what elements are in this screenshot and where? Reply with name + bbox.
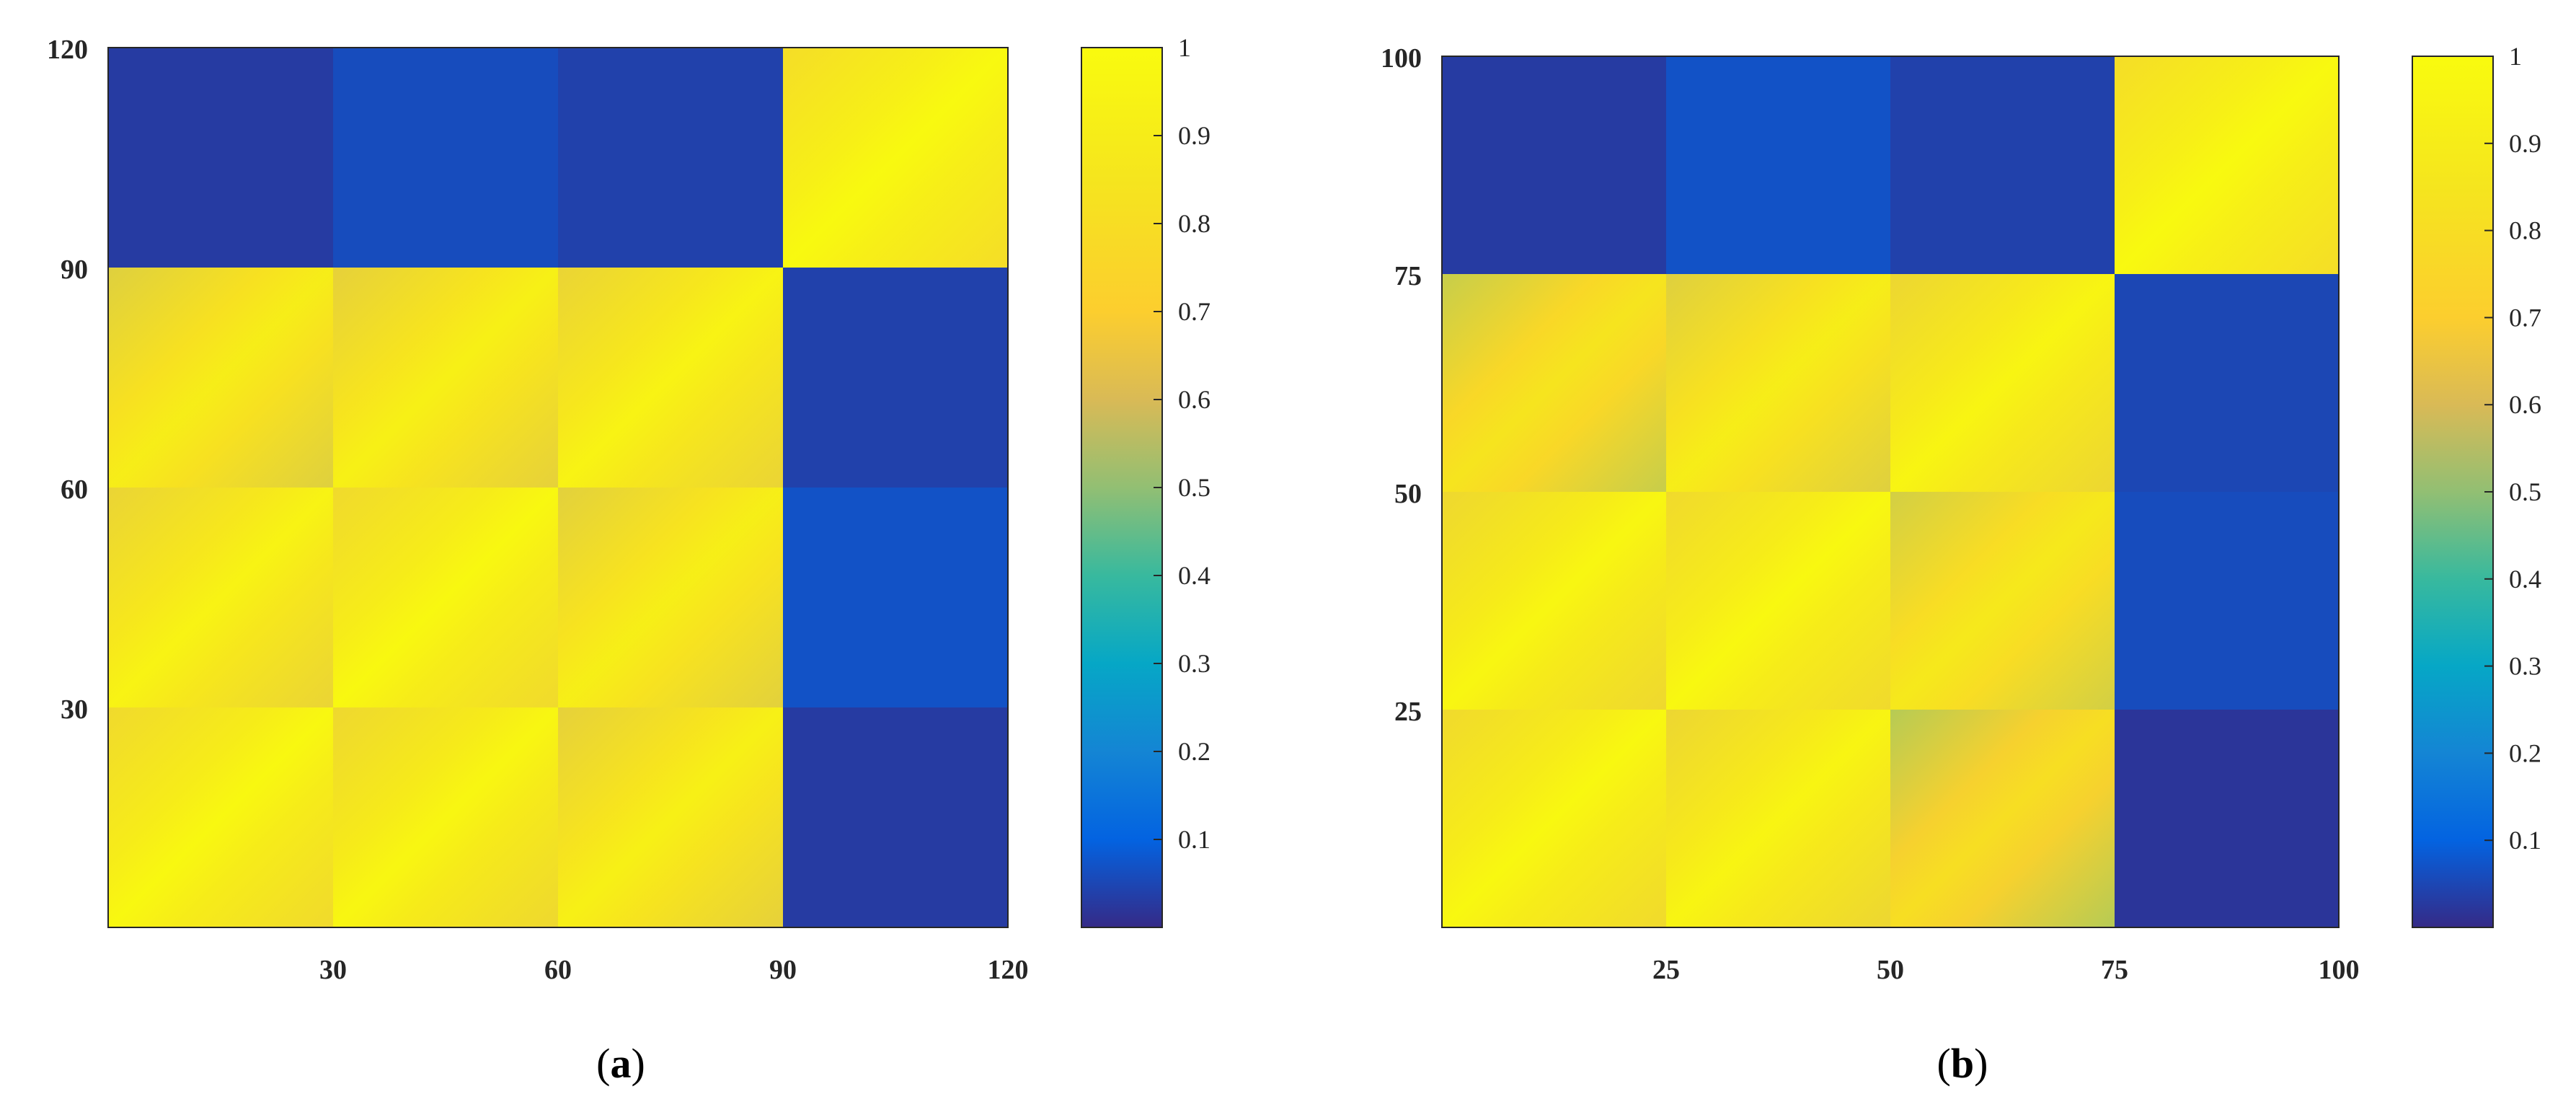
colorbar-tick-label: 0.9 xyxy=(2509,129,2541,158)
heatmap-cell-shading xyxy=(108,707,334,928)
colorbar-tick-label: 0.2 xyxy=(1178,737,1210,766)
heatmap-cell-shading xyxy=(108,488,334,708)
x-tick-label: 75 xyxy=(2101,955,2128,985)
colorbar-b-ticks: 0.1 0.2 0.3 0.4 0.5 0.6 0.7 0.8 0.9 1 xyxy=(2484,42,2541,855)
heatmap-cell xyxy=(108,48,334,268)
colorbar-tick-label: 0.8 xyxy=(2509,216,2541,245)
panel-b: 25 50 75 100 25 50 75 100 0.10.20.30.40.… xyxy=(1381,42,2541,1087)
heatmap-cell xyxy=(2115,274,2340,493)
colorbar-tick-label: 0.3 xyxy=(1178,649,1210,678)
heatmap-cell xyxy=(2115,492,2340,710)
heatmap-cell-shading xyxy=(1666,710,1891,928)
colorbar-tick-label: 0.4 xyxy=(2509,565,2541,594)
y-tick-label: 120 xyxy=(47,35,88,65)
heatmap-cell-shading xyxy=(1890,492,2115,710)
colorbar-tick-label: 0.7 xyxy=(1178,297,1210,326)
heatmap-a xyxy=(108,48,1009,928)
y-tick-label: 30 xyxy=(61,694,88,725)
heatmap-cell-shading xyxy=(2115,56,2340,275)
heatmap-cell xyxy=(333,48,559,268)
heatmap-cell xyxy=(783,268,1009,488)
colorbar-tick-label: 1 xyxy=(2509,42,2522,71)
x-tick-label: 50 xyxy=(1877,955,1904,985)
heatmap-cell-shading xyxy=(1442,710,1667,928)
colorbar-tick-label: 0.6 xyxy=(2509,390,2541,419)
heatmap-cell-shading xyxy=(1666,274,1891,493)
heatmap-cell-shading xyxy=(558,488,784,708)
heatmap-cell xyxy=(2115,710,2340,928)
heatmap-cell-shading xyxy=(558,268,784,488)
x-axis-b: 25 50 75 100 xyxy=(1652,955,2360,985)
colorbar-tick-label: 0.5 xyxy=(2509,477,2541,506)
colorbar-tick-label: 0.1 xyxy=(1178,825,1210,854)
y-axis-a: 30 60 90 120 xyxy=(47,35,88,725)
caption-a: (a) xyxy=(596,1040,645,1087)
x-tick-label: 120 xyxy=(988,955,1029,985)
colorbar-tick-label: 0.3 xyxy=(2509,652,2541,681)
heatmap-cell-shading xyxy=(108,268,334,488)
y-tick-label: 50 xyxy=(1394,479,1422,509)
y-axis-b: 25 50 75 100 xyxy=(1381,43,1422,727)
x-tick-label: 90 xyxy=(769,955,797,985)
colorbar-tick-label: 0.9 xyxy=(1178,121,1210,150)
heatmap-cell-shading xyxy=(333,707,559,928)
heatmap-cell xyxy=(1666,56,1891,275)
heatmap-cell-shading xyxy=(333,488,559,708)
colorbar-tick-label: 0.4 xyxy=(1178,561,1210,590)
heatmap-cell-shading xyxy=(1666,492,1891,710)
y-tick-label: 75 xyxy=(1394,261,1422,291)
y-tick-label: 90 xyxy=(61,255,88,285)
heatmap-b xyxy=(1442,56,2340,928)
heatmap-a-frame xyxy=(107,47,1009,928)
x-tick-label: 30 xyxy=(319,955,347,985)
x-tick-label: 60 xyxy=(544,955,572,985)
colorbar-tick-label: 0.6 xyxy=(1178,385,1210,414)
heatmap-cell xyxy=(1890,56,2115,275)
x-tick-label: 25 xyxy=(1652,955,1680,985)
heatmap-cell xyxy=(783,488,1009,708)
heatmap-cell-shading xyxy=(1890,274,2115,493)
colorbar-b: 0.1 0.2 0.3 0.4 0.5 0.6 0.7 0.8 0.9 1 xyxy=(2412,42,2541,928)
colorbar-tick-label: 1 xyxy=(1178,33,1191,62)
heatmap-cell-shading xyxy=(1890,710,2115,928)
colorbar-tick-label: 0.5 xyxy=(1178,473,1210,502)
colorbar-a-gradient xyxy=(1081,48,1162,927)
y-tick-label: 60 xyxy=(61,475,88,505)
x-tick-label: 100 xyxy=(2319,955,2360,985)
y-tick-label: 100 xyxy=(1381,43,1422,74)
colorbar-tick-label: 0.2 xyxy=(2509,738,2541,767)
heatmap-cell xyxy=(558,48,784,268)
heatmap-cell xyxy=(783,707,1009,928)
y-tick-label: 25 xyxy=(1394,697,1422,727)
x-axis-a: 30 60 90 120 xyxy=(319,955,1029,985)
colorbar-tick-label: 0.8 xyxy=(1178,209,1210,238)
colorbar-a-ticks: 0.1 0.2 0.3 0.4 0.5 0.6 0.7 0.8 0.9 1 xyxy=(1154,33,1210,854)
heatmap-cell xyxy=(1442,56,1667,275)
colorbar-tick-label: 0.1 xyxy=(2509,826,2541,855)
heatmap-b-frame xyxy=(1441,56,2340,928)
heatmap-cell-shading xyxy=(783,48,1009,268)
colorbar-tick-label: 0.7 xyxy=(2509,303,2541,332)
heatmap-cell-shading xyxy=(1442,274,1667,493)
heatmap-cell-shading xyxy=(558,707,784,928)
caption-b: (b) xyxy=(1937,1040,1988,1087)
heatmap-cell-shading xyxy=(1442,492,1667,710)
heatmap-cell-shading xyxy=(333,268,559,488)
panel-a: 30 60 90 120 30 60 90 120 0.10.20.30.40.… xyxy=(47,33,1210,1087)
colorbar-a: 0.1 0.2 0.3 0.4 0.5 0.6 0.7 0.8 0.9 1 xyxy=(1081,33,1210,928)
colorbar-b-gradient xyxy=(2412,56,2493,927)
